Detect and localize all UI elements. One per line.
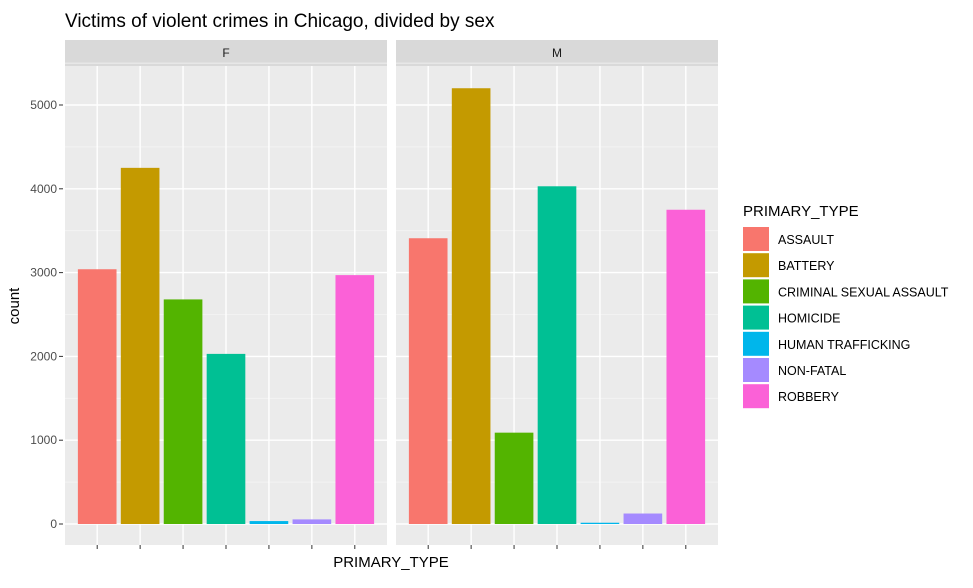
- y-tick-label: 3000: [30, 266, 57, 280]
- legend-swatch: [743, 305, 769, 330]
- legend-swatch: [743, 358, 769, 382]
- bar-F-non-fatal: [292, 519, 332, 524]
- bar-M-robbery: [666, 209, 706, 524]
- bar-F-human-trafficking: [249, 521, 289, 524]
- legend-swatch: [743, 253, 769, 278]
- y-tick-labels: 0 1000 2000 3000 4000 5000: [30, 98, 63, 531]
- bar-F-homicide: [206, 353, 246, 524]
- bar-M-non-fatal: [623, 513, 663, 524]
- legend-swatch: [743, 384, 769, 409]
- legend-swatch: [743, 279, 769, 304]
- bar-M-battery: [451, 88, 491, 525]
- facet-panel-M: M: [396, 40, 718, 549]
- legend-swatch: [743, 227, 769, 251]
- legend-label: BATTERY: [778, 259, 835, 273]
- facet-strip: [65, 40, 387, 66]
- bar-F-criminal-sexual-assault: [163, 299, 203, 524]
- y-axis-title: count: [6, 287, 23, 325]
- bar-M-human-trafficking: [580, 522, 620, 524]
- facet-strip-label: M: [552, 46, 562, 60]
- bar-M-assault: [408, 238, 448, 524]
- legend-label: HOMICIDE: [778, 312, 841, 326]
- legend-swatch: [743, 331, 769, 356]
- legend-label: ASSAULT: [778, 233, 834, 247]
- legend-items: ASSAULT BATTERY CRIMINAL SEXUAL ASSAULT HOM…: [743, 227, 949, 409]
- legend-label: CRIMINAL SEXUAL ASSAULT: [778, 285, 949, 299]
- bar-M-criminal-sexual-assault: [494, 432, 534, 524]
- bar-F-battery: [120, 167, 160, 524]
- y-axis: 0 1000 2000 3000 4000 5000: [30, 98, 63, 531]
- y-tick-label: 2000: [30, 349, 57, 363]
- facet-strip-label: F: [222, 46, 229, 60]
- legend-title: PRIMARY_TYPE: [743, 203, 859, 220]
- legend-label: NON-FATAL: [778, 364, 846, 378]
- y-tick-label: 1000: [30, 433, 57, 447]
- facet-strip: [396, 40, 718, 66]
- bar-F-assault: [77, 269, 117, 524]
- legend: PRIMARY_TYPE ASSAULT BATTERY CRIMINAL SEXU…: [743, 203, 949, 409]
- y-tick-label: 0: [50, 517, 57, 531]
- y-tick-label: 4000: [30, 182, 57, 196]
- x-axis-title: PRIMARY_TYPE: [333, 554, 449, 571]
- legend-label: HUMAN TRAFFICKING: [778, 338, 910, 352]
- facet-panel-F: F: [65, 40, 387, 549]
- chart-title: Victims of violent crimes in Chicago, di…: [65, 11, 495, 32]
- bar-M-homicide: [537, 186, 577, 524]
- bar-F-robbery: [335, 275, 375, 524]
- y-tick-label: 5000: [30, 98, 57, 112]
- legend-label: ROBBERY: [778, 390, 840, 404]
